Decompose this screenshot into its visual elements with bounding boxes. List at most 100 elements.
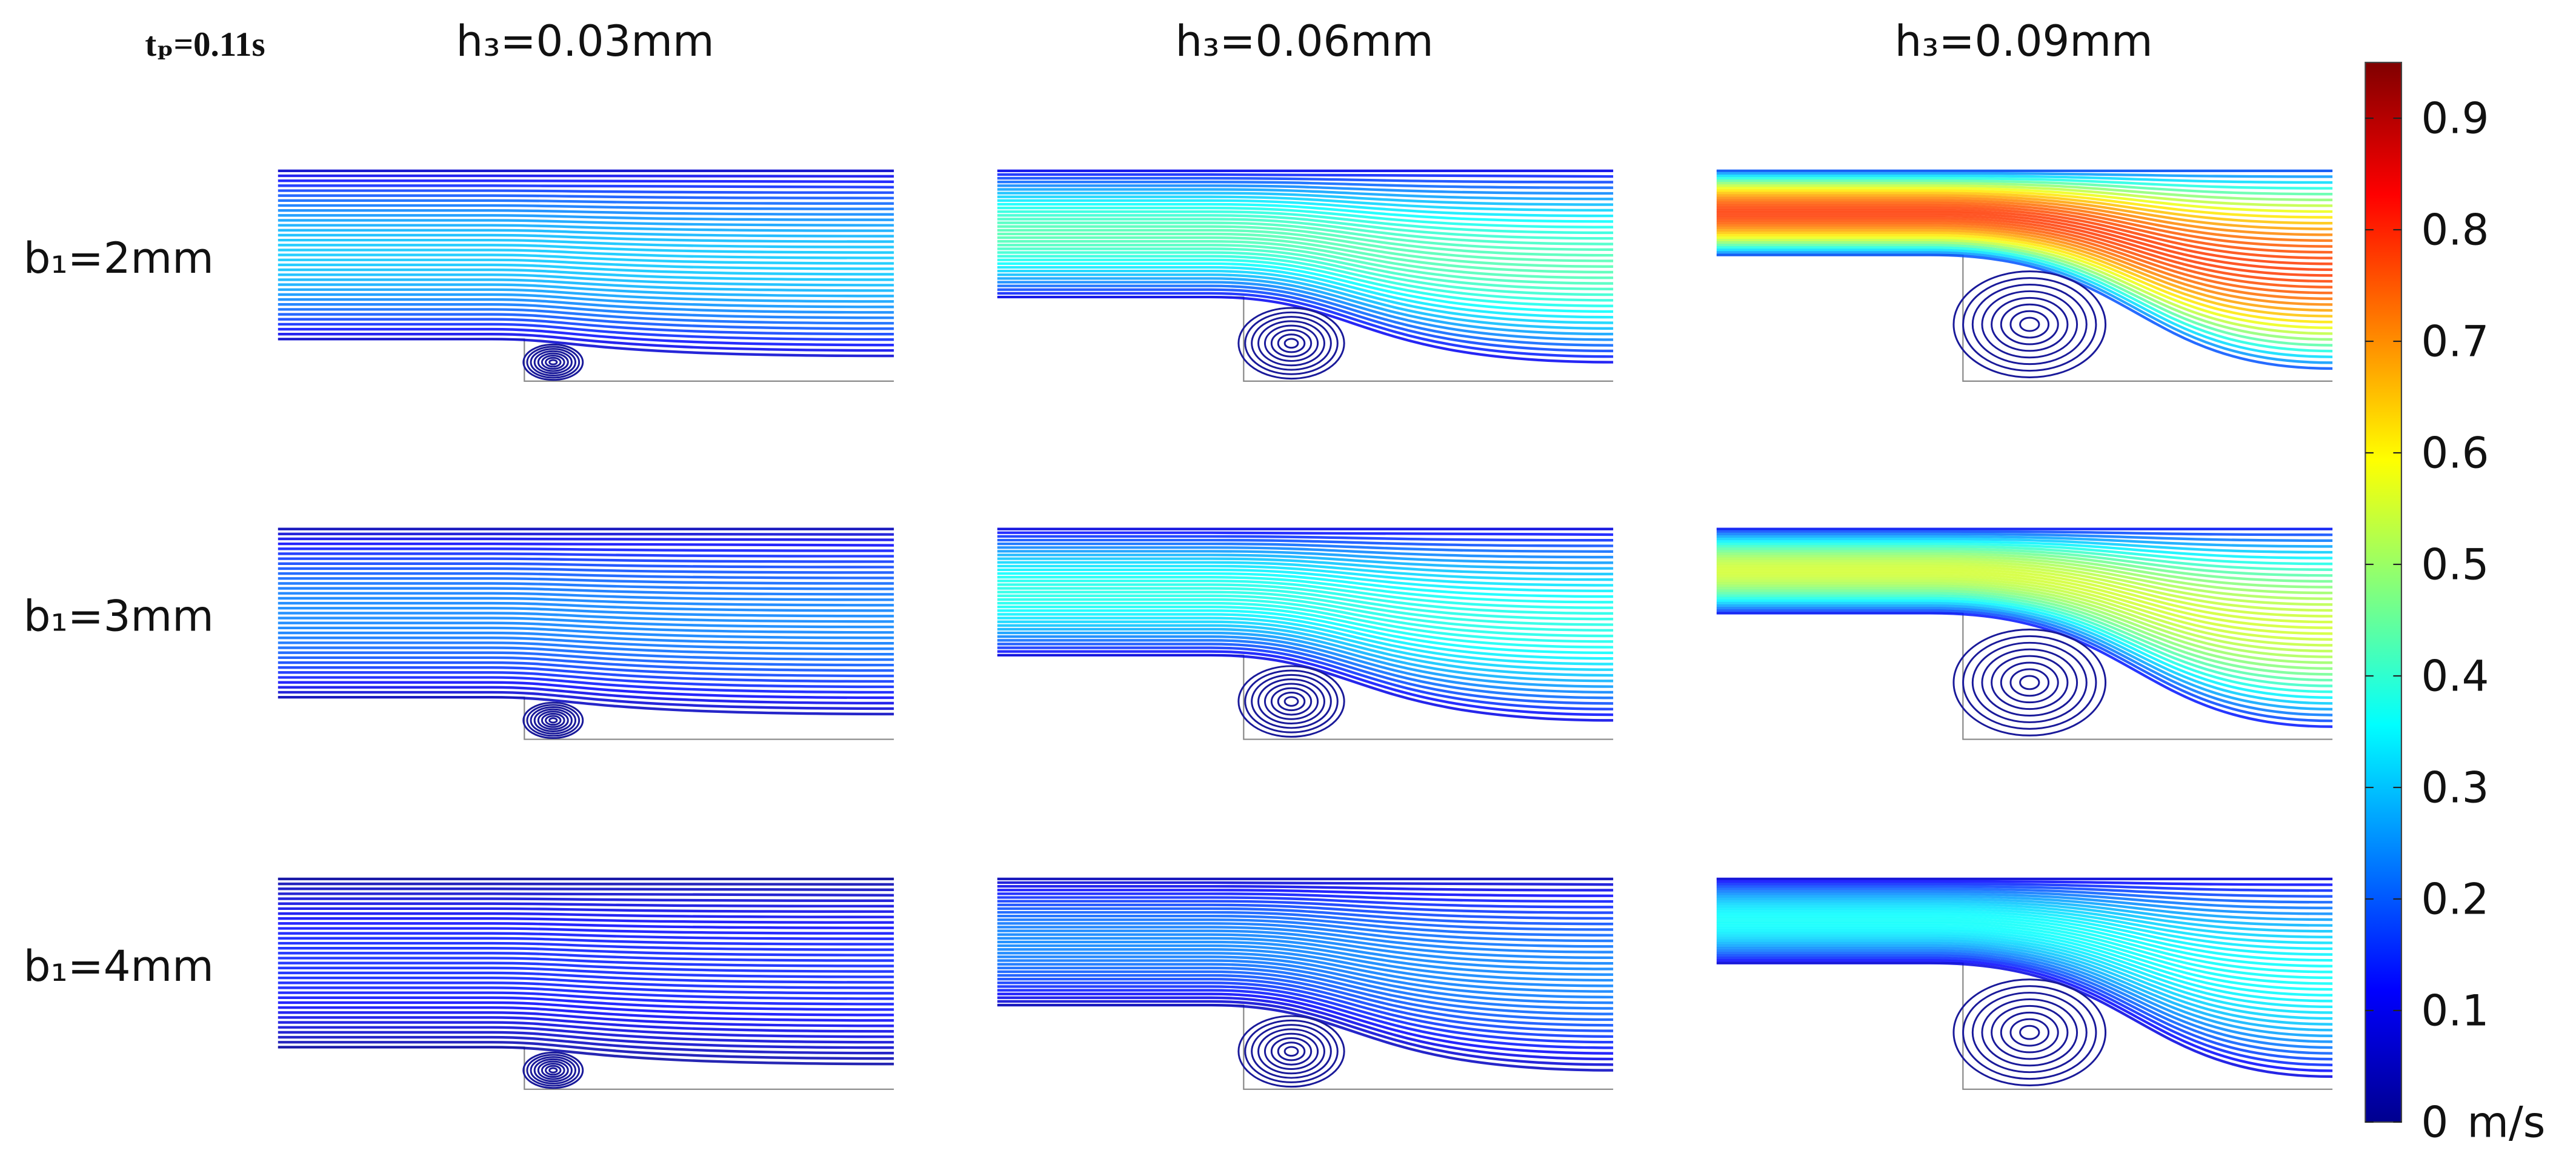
streamline [997, 1003, 1614, 1072]
streamline [997, 937, 1614, 971]
streamline [278, 922, 894, 929]
streamline [997, 963, 1614, 1010]
streamline [278, 582, 894, 590]
streamline [278, 194, 894, 199]
streamline [997, 247, 1614, 290]
streamline [1716, 249, 2333, 358]
streamline [997, 288, 1614, 353]
streamline [997, 553, 1614, 570]
column-label: h₃=0.03mm [456, 16, 714, 66]
streamline [278, 646, 894, 661]
streamline [1716, 174, 2333, 184]
streamline [278, 621, 894, 634]
streamline [278, 991, 894, 1006]
streamline [1716, 599, 2333, 699]
colorbar-unit: m/s [2467, 1097, 2545, 1147]
vortex-line [548, 717, 558, 724]
streamline [997, 229, 1614, 262]
streamline [1716, 199, 2333, 242]
vortex-line [1251, 673, 1332, 729]
streamline [997, 944, 1614, 982]
streamline [278, 976, 894, 989]
streamline [1716, 196, 2333, 236]
vortex-line [1971, 284, 2088, 366]
streamline [997, 918, 1614, 943]
streamline [997, 239, 1614, 279]
streamline [997, 292, 1614, 358]
streamline [278, 686, 894, 705]
streamline [278, 631, 894, 645]
vortex-line [2009, 310, 2050, 339]
vortex-line [1244, 669, 1339, 734]
colorbar-tick-label: 0.1 [2421, 986, 2489, 1035]
vortex-line [541, 1063, 565, 1078]
vortex-line [530, 1056, 577, 1084]
streamline [278, 313, 894, 330]
streamline [997, 266, 1614, 319]
vortex-line [2009, 668, 2050, 697]
streamline [278, 577, 894, 585]
streamline [997, 210, 1614, 235]
streamline [278, 542, 894, 547]
streamline [1716, 229, 2333, 312]
vortex-line [2019, 316, 2040, 332]
streamline [278, 961, 894, 973]
streamline [997, 601, 1614, 643]
vortex-line [1981, 290, 2078, 359]
streamline [278, 587, 894, 596]
streamline [997, 884, 1614, 892]
streamline [997, 978, 1614, 1032]
vortex-line [548, 359, 558, 366]
vortex-line [533, 708, 573, 733]
vortex-line [1962, 277, 2097, 372]
streamline [278, 601, 894, 612]
streamline [997, 926, 1614, 954]
streamline [1716, 929, 2333, 1003]
streamline [278, 288, 894, 303]
streamline [1716, 209, 2333, 266]
row-label: b₁=2mm [24, 233, 214, 283]
streamline [1716, 575, 2333, 641]
streamline [997, 273, 1614, 330]
streamline [278, 268, 894, 281]
streamline [997, 896, 1614, 909]
vortex-line [537, 352, 569, 372]
streamline [997, 531, 1614, 536]
streamline [278, 1035, 894, 1055]
streamline [1716, 601, 2333, 705]
streamline [1716, 944, 2333, 1038]
streamline [278, 184, 894, 189]
streamline [1716, 580, 2333, 653]
streamline [1716, 582, 2333, 658]
streamline [1716, 530, 2333, 536]
streamline [278, 562, 894, 569]
streamline [1716, 564, 2333, 618]
vortex-line [1991, 655, 2069, 710]
streamline [1716, 895, 2333, 921]
streamline [1716, 187, 2333, 213]
vortex-line [1270, 1037, 1313, 1066]
streamline [1716, 609, 2333, 723]
vortex-line [1952, 270, 2107, 378]
streamline [997, 542, 1614, 553]
streamline [278, 907, 894, 913]
colorbar [2365, 61, 2403, 1123]
streamline [278, 937, 894, 946]
streamline [997, 989, 1614, 1049]
streamline [997, 206, 1614, 229]
streamline [278, 695, 894, 716]
streamline [278, 278, 894, 292]
streamline [278, 966, 894, 978]
colorbar-tick-label: 0.3 [2421, 763, 2489, 812]
streamline [278, 666, 894, 683]
streamline [1716, 932, 2333, 1009]
streamline [1716, 589, 2333, 676]
streamline [997, 236, 1614, 274]
streamline [997, 966, 1614, 1015]
streamline [997, 258, 1614, 307]
streamline [278, 229, 894, 238]
streamline [278, 204, 894, 210]
streamline [997, 613, 1614, 660]
streamline [278, 233, 894, 243]
